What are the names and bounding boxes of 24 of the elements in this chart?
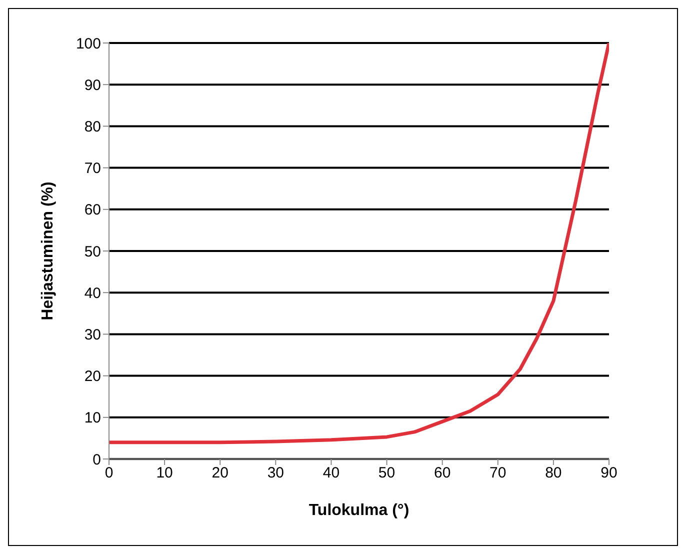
x-tick-label: 70: [490, 464, 506, 482]
x-tick-label: 90: [600, 464, 618, 482]
y-tick-label: 40: [84, 284, 101, 302]
y-tick-label: 60: [84, 202, 101, 219]
x-axis-title: Tulokulma (°): [308, 502, 410, 519]
y-tick-label: 50: [84, 243, 101, 260]
x-tick-label: 0: [104, 464, 114, 482]
line-series: [109, 43, 609, 444]
y-axis-title: Heijastuminen (%): [40, 182, 57, 320]
x-tick-label: 30: [267, 464, 284, 482]
y-tick-label: 10: [84, 410, 101, 427]
y-tick-label: 30: [84, 326, 101, 344]
x-tick-label: 20: [212, 464, 228, 482]
x-tick-label: 40: [322, 464, 340, 482]
y-tick-label: 90: [84, 76, 101, 94]
x-tick-label: 80: [545, 464, 562, 482]
y-tick-label: 0: [92, 451, 101, 468]
y-tick-label: 100: [76, 35, 101, 52]
x-tick-label: 60: [434, 464, 451, 482]
y-tick-label: 20: [84, 368, 101, 386]
x-tick-label: 10: [156, 464, 173, 482]
y-tick-label: 70: [84, 160, 101, 178]
x-tick-label: 50: [378, 464, 396, 482]
y-tick-label: 80: [84, 118, 101, 136]
